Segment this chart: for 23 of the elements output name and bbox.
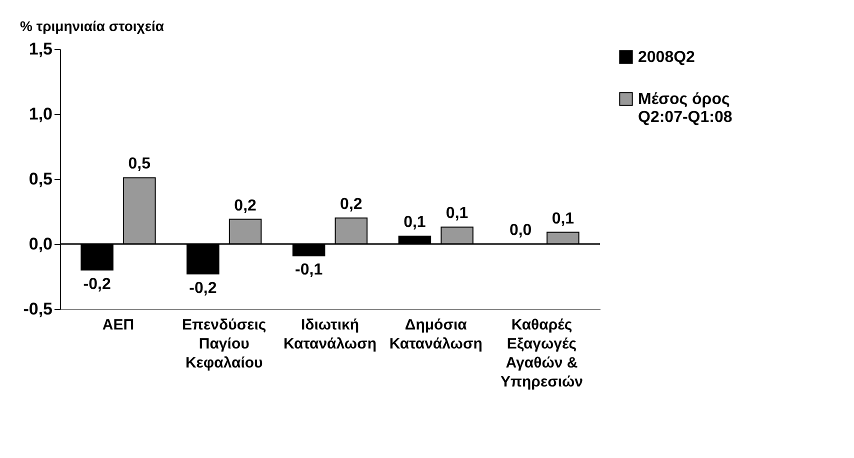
x-tick-label: Ιδιωτική Κατανάλωση bbox=[283, 316, 377, 352]
data-label: -0,1 bbox=[295, 262, 323, 279]
x-tick-label: Επενδύσεις Παγίου Κεφαλαίου bbox=[182, 316, 266, 372]
x-tick-label: ΑΕΠ bbox=[102, 316, 134, 334]
data-label: -0,2 bbox=[83, 276, 111, 293]
data-label: 0,2 bbox=[340, 196, 362, 213]
data-label: -0,2 bbox=[189, 280, 217, 297]
y-tick-label: 1,0 bbox=[28, 104, 52, 124]
y-tick-label: 1,5 bbox=[28, 40, 52, 58]
data-label: 0,1 bbox=[404, 214, 426, 232]
legend-label: 2008Q2 bbox=[638, 49, 696, 66]
data-label: 0,1 bbox=[446, 205, 468, 222]
y-tick-label: 0,5 bbox=[28, 170, 52, 188]
data-label: 0,1 bbox=[552, 210, 574, 228]
data-label: 0,5 bbox=[128, 156, 151, 173]
x-tick-label: Καθαρές Εξαγωγές Αγαθών & Υπηρεσιών bbox=[500, 316, 584, 390]
data-label: 0,0 bbox=[509, 222, 532, 239]
data-label: 0,2 bbox=[234, 197, 257, 214]
y-tick-label: -0,5 bbox=[23, 300, 52, 318]
x-tick-label: Δημόσια Κατανάλωση bbox=[389, 316, 482, 352]
legend-label: Μέσος όρος Q2:07-Q1:08 bbox=[638, 91, 732, 126]
y-tick-label: 0,0 bbox=[28, 234, 52, 254]
y-axis-title: % τριμηνιαία στοιχεία bbox=[20, 18, 164, 34]
